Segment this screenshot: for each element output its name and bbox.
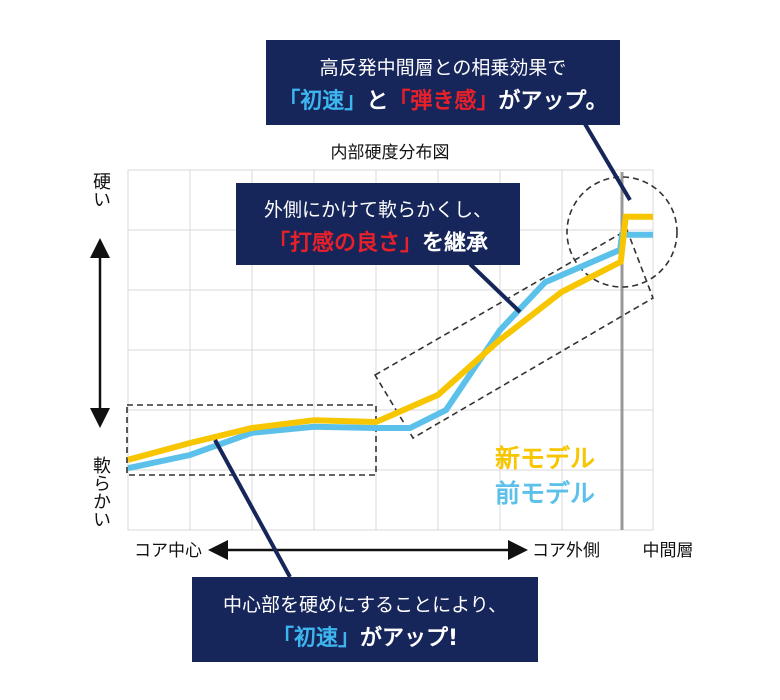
callout-box <box>266 40 620 125</box>
series-lines <box>127 213 653 472</box>
callout-segment: 外側にかけて軟らかくし、 <box>264 199 492 221</box>
y-axis-label-bottom: 軟らかい <box>90 456 111 528</box>
callout-segment: 高反発中間層との相乗効果で <box>320 57 567 79</box>
callout-segment: 「初速」 <box>278 88 366 114</box>
callout-segment: 「初速」 <box>272 625 360 651</box>
callout-segment: 「弾き感」 <box>388 88 498 114</box>
series-line <box>127 213 653 463</box>
callout-text: 高反発中間層との相乗効果で <box>320 57 567 79</box>
callout-text: 「初速」がアップ! <box>272 625 458 651</box>
callout-segment: を継承 <box>422 230 488 256</box>
callout-box <box>192 577 538 662</box>
callout-segment: 中心部を硬めにすることにより、 <box>223 594 507 616</box>
x-axis-label: 中間層 <box>643 541 694 561</box>
callout-text: 「打感の良さ」を継承 <box>268 230 488 256</box>
highlight-box <box>373 228 654 440</box>
callout-box <box>236 183 520 265</box>
callouts: 高反発中間層との相乗効果で「初速」と「弾き感」がアップ。外側にかけて軟らかくし、… <box>223 57 608 652</box>
series-line <box>127 231 653 472</box>
legend-label: 前モデル <box>495 479 595 508</box>
x-axis-label: コア中心 <box>134 541 202 561</box>
callout-segment: 「打感の良さ」 <box>268 230 422 256</box>
callout-text: 外側にかけて軟らかくし、 <box>264 199 492 221</box>
callout-text: 中心部を硬めにすることにより、 <box>223 594 507 616</box>
chart-title: 内部硬度分布図 <box>331 143 450 163</box>
callout-segment: がアップ。 <box>498 88 607 114</box>
callout-pointer <box>468 262 522 314</box>
legend-label: 新モデル <box>495 444 595 473</box>
x-axis-label: コア外側 <box>532 541 600 561</box>
callout-pointer <box>583 122 632 202</box>
highlight-circle <box>566 176 678 288</box>
callout-segment: と <box>366 89 388 114</box>
callout-pointer <box>213 439 292 578</box>
callout-segment: がアップ! <box>360 625 458 651</box>
y-axis-label-top: 硬い <box>90 172 111 208</box>
highlight-box <box>126 404 377 476</box>
callout-text: 「初速」と「弾き感」がアップ。 <box>278 88 607 114</box>
